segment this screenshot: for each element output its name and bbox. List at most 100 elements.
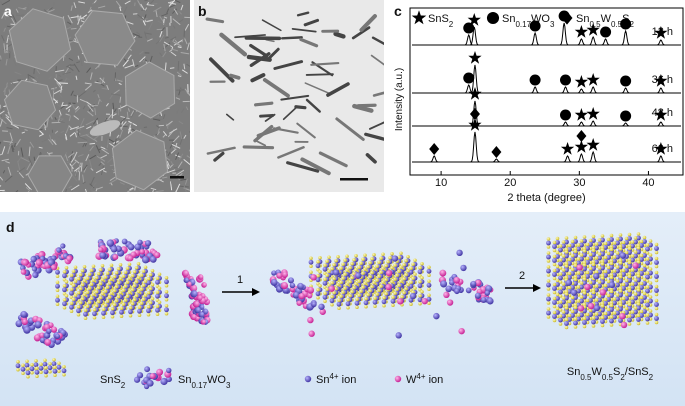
atom [655, 279, 659, 283]
atom [122, 302, 126, 306]
atom [634, 292, 638, 296]
atom [63, 298, 67, 302]
texture [180, 183, 183, 184]
atom [598, 238, 602, 242]
atom [83, 312, 88, 317]
panel-label: b [198, 3, 207, 19]
atom [108, 295, 112, 299]
atom [74, 293, 78, 297]
atom [547, 315, 551, 319]
atom [113, 275, 117, 279]
label-text: WO [207, 374, 226, 386]
plot-frame [410, 8, 683, 175]
atom [600, 319, 605, 324]
sub: 2 [449, 20, 454, 29]
atom [88, 300, 92, 304]
ion [328, 285, 334, 291]
atom [115, 299, 119, 303]
atom [547, 259, 551, 263]
ion [620, 252, 626, 258]
peak [653, 156, 670, 162]
atom [553, 305, 557, 309]
ion [385, 284, 391, 290]
atom [16, 360, 20, 364]
atom [604, 312, 608, 316]
atom [86, 276, 90, 280]
atom [104, 275, 108, 279]
atom [144, 279, 148, 283]
ion [619, 313, 625, 319]
atom [556, 237, 560, 241]
atom [384, 278, 388, 282]
peak-marker [560, 110, 571, 121]
atom [165, 304, 169, 308]
atom [101, 311, 106, 316]
atom [388, 256, 392, 260]
texture [115, 68, 121, 69]
peak [573, 122, 590, 126]
atom [102, 307, 106, 311]
label-text: /SnS [625, 366, 649, 378]
peak [573, 89, 590, 93]
atom [592, 249, 596, 253]
atom [62, 368, 67, 373]
atom [164, 279, 169, 284]
atom [386, 260, 390, 264]
atom [634, 250, 638, 254]
atom [99, 282, 103, 286]
atom [574, 250, 578, 254]
atom [616, 293, 620, 297]
atom [330, 298, 335, 303]
atom [26, 367, 30, 371]
atom [559, 258, 563, 262]
atom [137, 262, 141, 266]
texture [79, 171, 80, 180]
atom [553, 311, 557, 315]
atom [106, 285, 110, 289]
atom [616, 265, 620, 269]
atom [363, 267, 367, 271]
ion [578, 305, 584, 311]
atom [574, 325, 578, 329]
atom [601, 316, 605, 320]
atom [69, 291, 74, 296]
atom [377, 288, 381, 292]
atom [418, 294, 422, 298]
atom [110, 277, 114, 281]
atom [607, 308, 611, 312]
atom [156, 369, 163, 376]
atom [640, 254, 644, 258]
atom [595, 298, 599, 302]
atom [39, 362, 43, 366]
atom [553, 297, 557, 301]
atom [637, 288, 641, 292]
atom [418, 269, 423, 274]
sub: 0.17 [515, 20, 531, 29]
ion [318, 304, 324, 310]
label-text: Sn [576, 13, 589, 25]
atom [92, 264, 96, 268]
atom [124, 284, 128, 288]
atom [345, 282, 349, 286]
ion [621, 322, 627, 328]
atom [26, 375, 30, 379]
atom [556, 265, 560, 269]
atom [637, 314, 641, 318]
atom [323, 277, 327, 281]
label-text: W [406, 374, 417, 386]
atom [111, 307, 115, 311]
atom [646, 257, 650, 261]
atom [562, 268, 566, 272]
atom [393, 291, 397, 295]
panel-label: c [394, 3, 402, 19]
atom [57, 365, 62, 370]
atom [409, 280, 413, 284]
atom [631, 268, 635, 272]
atom [568, 286, 572, 290]
atom [101, 278, 105, 282]
atom [39, 366, 44, 371]
step-label: 2 [519, 270, 525, 282]
atom [373, 304, 377, 308]
ion [566, 280, 572, 286]
atom [601, 248, 605, 252]
